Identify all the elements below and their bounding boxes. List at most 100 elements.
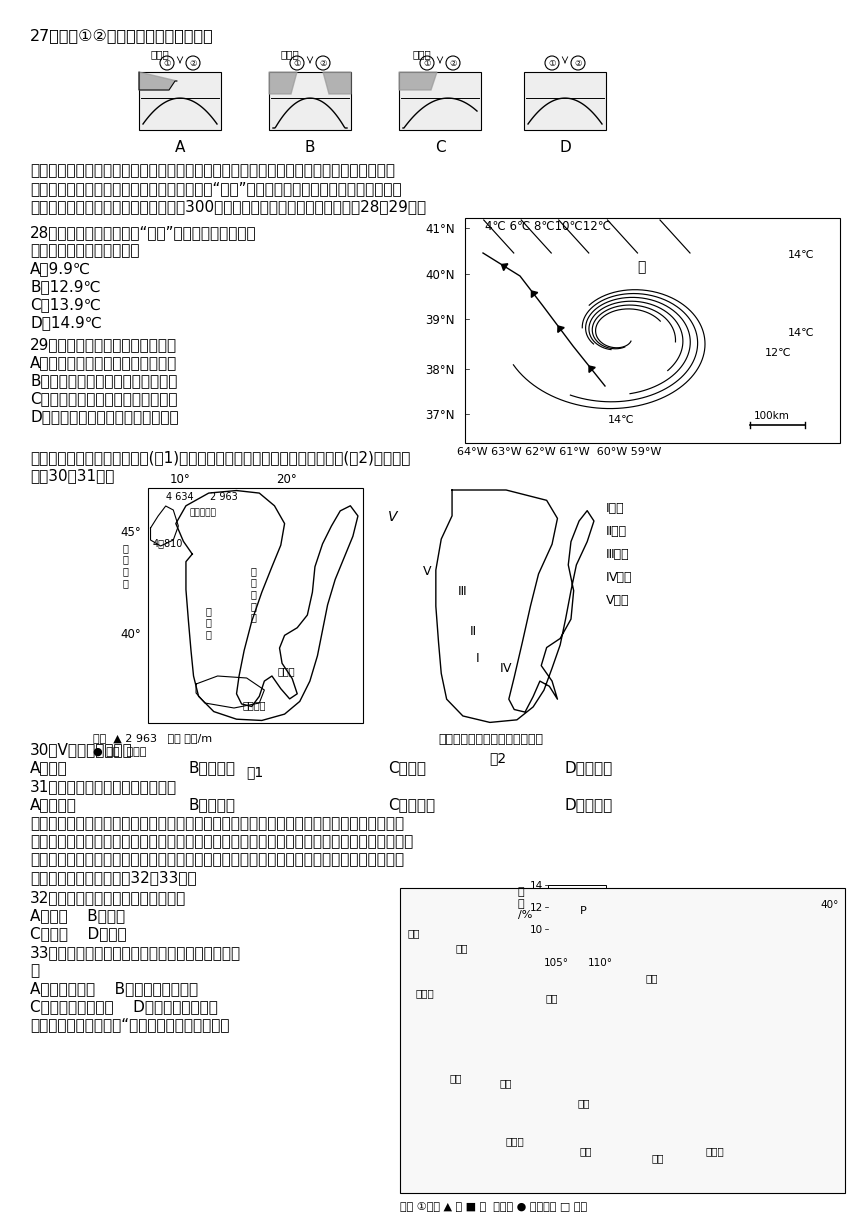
Text: A．土壤肉力低    B．林内光照条件差: A．土壤肉力低 B．林内光照条件差 [30, 981, 198, 996]
Bar [524, 72, 606, 130]
Text: Ⅴ春秋: Ⅴ春秋 [606, 593, 630, 607]
Polygon shape [589, 366, 595, 372]
Text: D: D [559, 140, 571, 154]
Text: C．风力加强，降水减少，气温升高: C．风力加强，降水减少，气温升高 [30, 392, 177, 406]
Text: 科
西
嘉
岛: 科 西 嘉 岛 [123, 544, 129, 587]
Text: 40°: 40° [820, 900, 838, 910]
Text: 4℃ 6℃ 8℃10℃12℃: 4℃ 6℃ 8℃10℃12℃ [485, 220, 611, 233]
Bar [400, 888, 845, 1193]
Text: 12℃: 12℃ [765, 348, 791, 358]
Text: Ⅳ: Ⅳ [500, 662, 512, 675]
Bar [148, 488, 363, 724]
Text: 38°N: 38°N [425, 364, 454, 377]
Bar [399, 72, 481, 130]
Text: P: P [580, 906, 587, 916]
Text: 12: 12 [530, 903, 543, 913]
Text: ②: ② [189, 58, 197, 68]
Text: 是: 是 [30, 963, 39, 978]
Text: 宁夏回族自治区是“被贺兰山护着、黄河爱着: 宁夏回族自治区是“被贺兰山护着、黄河爱着 [30, 1017, 230, 1032]
Text: 最后螺旋状的环绕在气旋中心四周形成美似于“暖心”的结构。这一过程被称为暖锋后弯卷入: 最后螺旋状的环绕在气旋中心四周形成美似于“暖心”的结构。这一过程被称为暖锋后弯卷… [30, 181, 402, 196]
Text: Ⅴ: Ⅴ [423, 565, 432, 578]
Text: 33．造成秦岭冷杉幼苗很难向幼树转化的原因可能: 33．造成秦岭冷杉幼苗很难向幼树转化的原因可能 [30, 945, 241, 959]
Text: ②: ② [574, 58, 581, 68]
Text: 銀川: 銀川 [450, 1073, 463, 1083]
Text: 40°: 40° [120, 627, 141, 641]
Text: 28．图示地区气旋中心，“暖心”的最高气温与冷空气: 28．图示地区气旋中心，“暖心”的最高气温与冷空气 [30, 225, 256, 240]
Text: 4 634: 4 634 [166, 492, 194, 502]
Text: 41°N: 41°N [425, 223, 455, 236]
Text: 洛南: 洛南 [652, 1153, 665, 1162]
Text: C．海拔高，气温低    D．人类活动影响大: C．海拔高，气温低 D．人类活动影响大 [30, 1000, 218, 1014]
Text: C．西北风: C．西北风 [388, 796, 435, 812]
Text: Ⅲ: Ⅲ [458, 585, 467, 598]
Text: 图1: 图1 [246, 765, 264, 779]
Text: 宁夏: 宁夏 [455, 942, 468, 953]
Text: 阿尔卑斯山: 阿尔卑斯山 [190, 508, 217, 517]
Text: A: A [175, 140, 185, 154]
Polygon shape [399, 72, 437, 90]
Text: C．13.9℃: C．13.9℃ [30, 297, 101, 313]
Text: 小级结构图。据此，完成32～33题。: 小级结构图。据此，完成32～33题。 [30, 869, 197, 885]
Text: ①: ① [423, 58, 431, 68]
Text: 14℃: 14℃ [607, 415, 634, 426]
Text: 105°: 105° [544, 958, 569, 968]
Text: D．秋冬春: D．秋冬春 [565, 760, 613, 775]
Text: D．东北风: D．东北风 [565, 796, 613, 812]
Text: A．西南风: A．西南风 [30, 796, 77, 812]
Text: B．东南风: B．东南风 [188, 796, 235, 812]
Text: D．风力减弱，降水减少，气温下降: D．风力减弱，降水减少，气温下降 [30, 409, 179, 424]
Text: 青铜峡: 青铜峡 [505, 1136, 524, 1145]
Text: 图例  ▲ 2 963   山峰 高度/m: 图例 ▲ 2 963 山峰 高度/m [93, 733, 212, 743]
Text: Ⅱ: Ⅱ [470, 625, 476, 638]
Text: 64°W 63°W 62°W 61°W  60°W 59°W: 64°W 63°W 62°W 61°W 60°W 59°W [457, 447, 661, 457]
Text: 10°: 10° [170, 473, 191, 486]
Text: 西安: 西安 [578, 1098, 591, 1108]
Text: 秦岭冷杉属于常绻乔木，是我国特有的二级保护植物。秦岭冷杉树木高大，枝叶粗壮，郁: 秦岭冷杉属于常绻乔木，是我国特有的二级保护植物。秦岭冷杉树木高大，枝叶粗壮，郁 [30, 816, 404, 831]
Text: 31．影响图示区域降水的盛行风是: 31．影响图示区域降水的盛行风是 [30, 779, 177, 794]
Text: 亚
得
里
亚
海: 亚 得 里 亚 海 [251, 565, 257, 623]
Text: 最低气温相差最大值可能是: 最低气温相差最大值可能是 [30, 243, 139, 258]
Text: Ⅰ: Ⅰ [476, 652, 480, 665]
Text: C: C [434, 140, 445, 154]
Text: 32．影响秦岭冷杉分布的主导因素是: 32．影响秦岭冷杉分布的主导因素是 [30, 890, 187, 905]
Text: C．冬季: C．冬季 [388, 760, 426, 775]
Bar [465, 218, 840, 443]
Text: 20°: 20° [276, 473, 297, 486]
Text: 2 963: 2 963 [210, 492, 237, 502]
Text: D．14.9℃: D．14.9℃ [30, 315, 101, 330]
Text: V: V [388, 510, 397, 524]
Text: 30．V地区的多雨期为: 30．V地区的多雨期为 [30, 742, 132, 758]
Text: 14℃: 14℃ [788, 250, 814, 260]
Text: B．春夏秋: B．春夏秋 [188, 760, 235, 775]
Text: 兰州: 兰州 [408, 928, 421, 938]
Text: 地中海: 地中海 [278, 666, 296, 676]
Text: 完成30～31题。: 完成30～31题。 [30, 468, 114, 483]
Text: B．12.9℃: B．12.9℃ [30, 278, 101, 294]
Text: 图例 ①鑃钉 ▲ 磌 ■ 树  水电站 ● 工业中心 □ 沙漠: 图例 ①鑃钉 ▲ 磌 ■ 树 水电站 ● 工业中心 □ 沙漠 [400, 1201, 587, 1211]
Text: C．土壤    D．热量: C．土壤 D．热量 [30, 927, 126, 941]
Text: 意
大
利: 意 大 利 [206, 606, 212, 640]
Text: ①: ① [549, 58, 556, 68]
Text: A．9.9℃: A．9.9℃ [30, 261, 91, 276]
Text: 频
度
/%: 频 度 /% [518, 886, 532, 921]
Text: 秦岭冷杉幼树相对较少，成年植株居多，整个种群呆衰退型。下图为秦岭冷杉幼苗、幼树的大: 秦岭冷杉幼树相对较少，成年植株居多，整个种群呆衰退型。下图为秦岭冷杉幼苗、幼树的… [30, 852, 404, 867]
Bar [548, 885, 606, 955]
Text: 意大利及科西嘉岛最大降水季节: 意大利及科西嘉岛最大降水季节 [438, 733, 543, 745]
Text: A．风力加强，降水增多，气温升高: A．风力加强，降水增多，气温升高 [30, 355, 177, 370]
Text: Ⅰ冬季: Ⅰ冬季 [606, 502, 624, 516]
Text: 宝鸡: 宝鸡 [580, 1145, 593, 1156]
Text: 堆积物: 堆积物 [150, 49, 169, 60]
Text: 延安: 延安 [500, 1079, 513, 1088]
Polygon shape [558, 326, 564, 332]
Text: 西西里岛: 西西里岛 [243, 700, 267, 710]
Text: 27．符合①②连线处河流断面的剖面是: 27．符合①②连线处河流断面的剖面是 [30, 28, 214, 43]
Text: A．水分    B．光照: A．水分 B．光照 [30, 908, 125, 923]
Polygon shape [269, 72, 297, 94]
Text: 110°: 110° [588, 958, 613, 968]
Text: 贺兰山: 贺兰山 [415, 987, 433, 998]
Text: 29．甲地未来短时间的天气变化是: 29．甲地未来短时间的天气变化是 [30, 337, 177, 351]
Text: Ⅱ冬秋: Ⅱ冬秋 [606, 525, 627, 537]
Text: ②: ② [449, 58, 457, 68]
Text: ②: ② [319, 58, 327, 68]
Text: 10: 10 [530, 925, 543, 935]
